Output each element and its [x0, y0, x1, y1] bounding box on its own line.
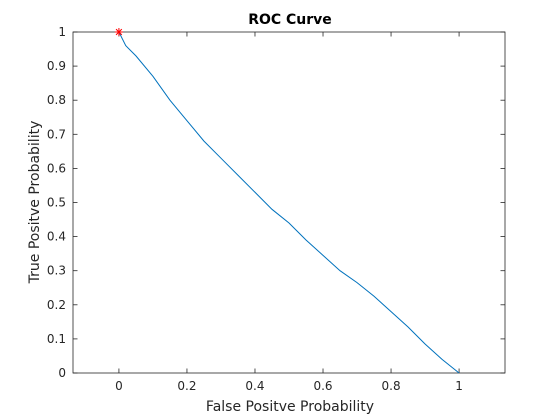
y-tick-label: 0.9	[47, 59, 66, 73]
y-tick-label: 1	[58, 25, 66, 39]
y-tick-label: 0.7	[47, 127, 66, 141]
y-tick-label: 0.2	[47, 298, 66, 312]
x-tick-label: 0.8	[382, 379, 401, 393]
y-tick-label: 0.8	[47, 93, 66, 107]
marker-stroke	[115, 28, 123, 36]
plot-layer: 0 0.2 0.4 0.6 0.8 1 0 0.1 0.2 0.3 0.4 0.5 0.6 0.7 0.8 0…	[47, 25, 506, 393]
x-tick-label: 0.6	[313, 379, 332, 393]
y-tick-label: 0.5	[47, 196, 66, 210]
x-tick-label: 0.2	[177, 379, 196, 393]
x-axis-label: False Positve Probability	[206, 399, 374, 415]
y-axis-label: True Positve Probability	[27, 121, 43, 285]
roc-curve-line	[118, 31, 460, 374]
y-tick-label: 0.6	[47, 161, 66, 175]
y-tick-label: 0.3	[47, 264, 66, 278]
x-tick-label: 1	[455, 379, 463, 393]
y-tick-label: 0	[58, 366, 66, 380]
y-tick-label: 0.1	[47, 332, 66, 346]
x-tick-label: 0.4	[245, 379, 264, 393]
optimal-point-marker	[114, 28, 123, 36]
y-tick-label: 0.4	[47, 230, 66, 244]
chart-title: ROC Curve	[248, 12, 332, 28]
x-tick-label: 0	[115, 379, 123, 393]
